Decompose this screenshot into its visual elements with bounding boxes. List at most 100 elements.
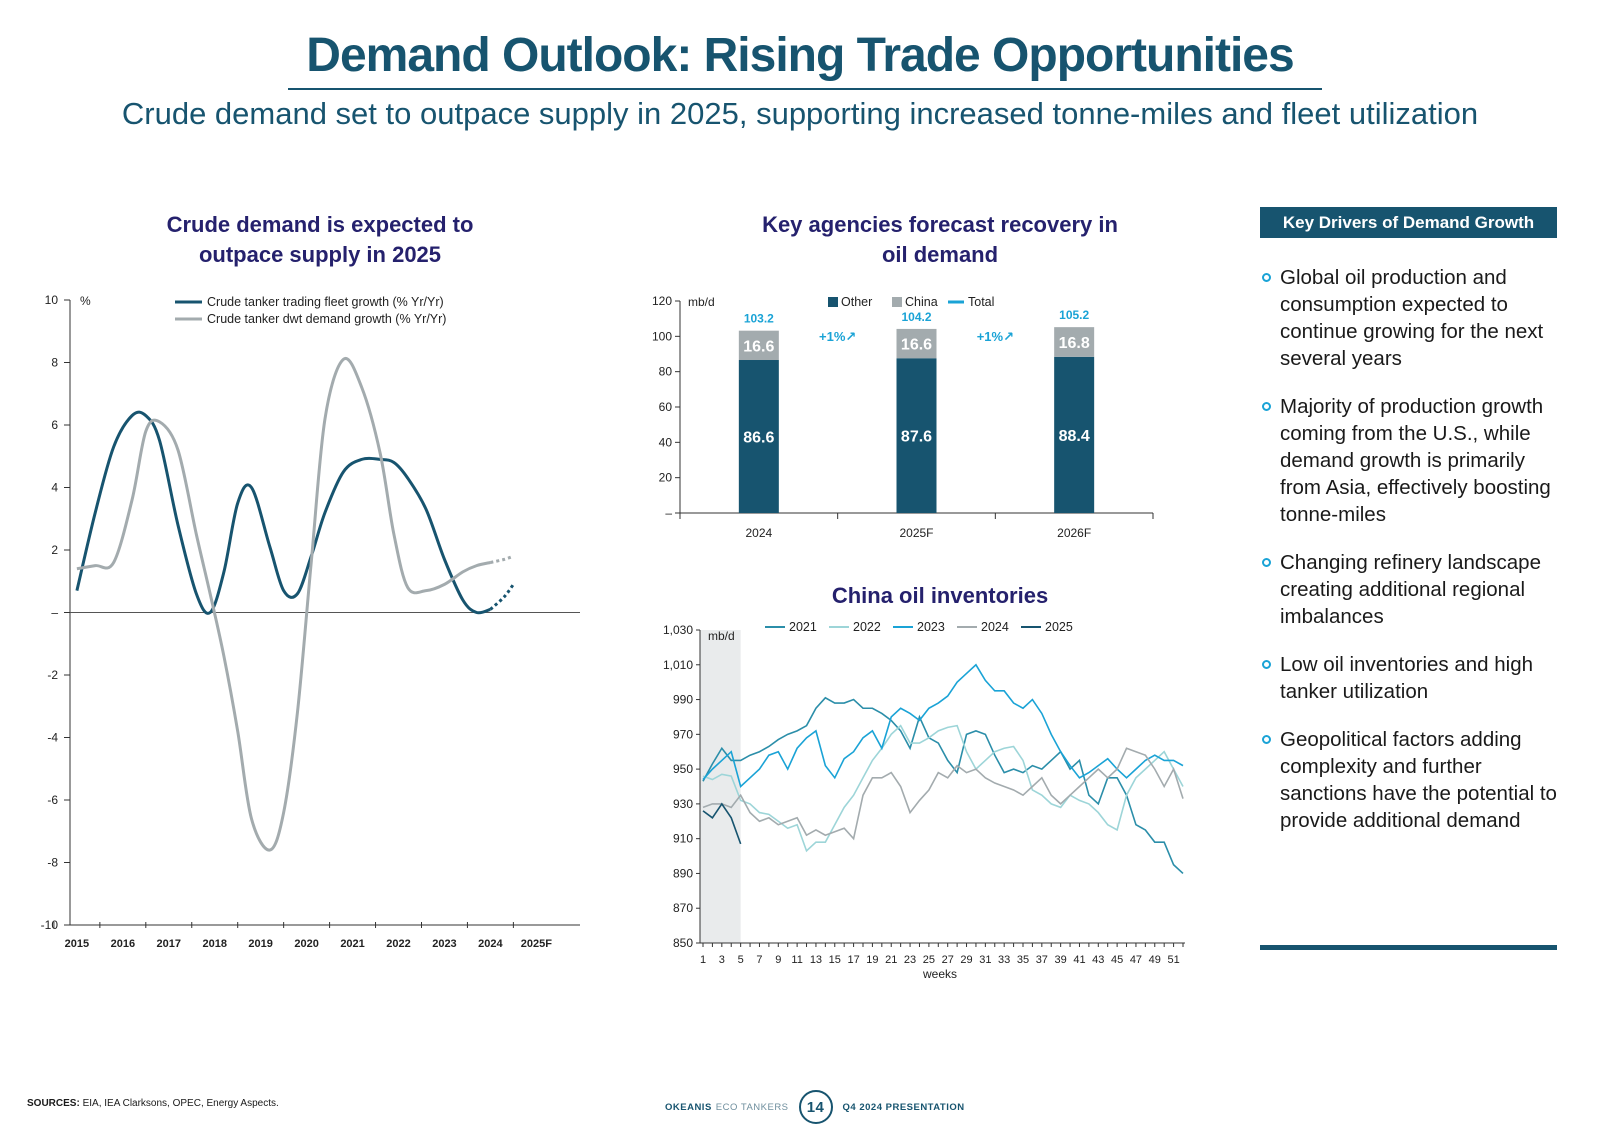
x-tick-label: 29 (960, 954, 972, 966)
bar-china (1054, 327, 1095, 357)
growth-label: +1%↗ (977, 329, 1014, 344)
driver-item: Global oil production and consumption ex… (1262, 264, 1562, 372)
x-tick-label: 3 (719, 954, 725, 966)
x-tick-label: 35 (1017, 954, 1029, 966)
legend-label: Other (841, 295, 872, 309)
x-tick-label: 2020 (294, 938, 318, 950)
chart1-title: Crude demand is expected to outpace supp… (166, 212, 474, 267)
sources-note: SOURCES: EIA, IEA Clarksons, OPEC, Energ… (27, 1098, 279, 1109)
x-tick-label: 2022 (386, 938, 410, 950)
y-tick-label: 120 (652, 295, 672, 308)
x-tick-label: 39 (1055, 954, 1067, 966)
inventory-line-2021 (702, 696, 1184, 875)
y-tick-label: 6 (51, 418, 58, 432)
fleet-vs-demand-chart: 10 8 6 4 2 – -2 -4 -6 -8 -10% 2015 2016 2017 2018 2019 2… (41, 293, 580, 950)
legend-label: Crude tanker dwt demand growth (% Yr/Yr) (207, 312, 446, 326)
x-tick-label: 51 (1167, 954, 1179, 966)
y-tick-label: 970 (673, 727, 693, 741)
title-underline (288, 88, 1322, 90)
legend-label: Crude tanker trading fleet growth (% Yr/… (207, 295, 444, 309)
x-tick-label: 23 (904, 954, 916, 966)
x-tick-label: 2023 (432, 938, 456, 950)
y-tick-label: – (51, 606, 58, 620)
x-tick-label: 19 (866, 954, 878, 966)
y-tick-label: 850 (673, 936, 693, 950)
legend-label: 2024 (981, 620, 1009, 634)
x-tick-label: 2024 (745, 526, 772, 540)
drivers-heading: Key Drivers of Demand Growth (1260, 207, 1557, 238)
x-tick-label: 2018 (202, 938, 226, 950)
legend-swatch (828, 297, 838, 307)
x-tick-label: 47 (1130, 954, 1142, 966)
legend-label: 2022 (853, 620, 881, 634)
bar-other (738, 360, 779, 513)
legend-label: China (905, 295, 938, 309)
y-tick-label: -8 (47, 856, 58, 870)
bar-total-label: 103.2 (744, 312, 774, 326)
y-tick-label: 40 (659, 435, 673, 449)
x-tick-label: 7 (756, 954, 762, 966)
bar-china-label: 16.8 (1059, 335, 1090, 352)
driver-item: Low oil inventories and high tanker util… (1262, 651, 1562, 705)
legend-swatch (892, 297, 902, 307)
bar-other-label: 87.6 (901, 429, 932, 446)
fleet-growth-line (75, 410, 491, 615)
y-tick-label: 990 (673, 693, 693, 707)
x-tick-label: 11 (791, 954, 802, 966)
y-tick-label: 4 (51, 481, 58, 495)
x-tick-label: 21 (885, 954, 897, 966)
x-tick-label: 41 (1073, 954, 1085, 966)
x-tick-label: 2025F (521, 938, 552, 950)
bar-china (738, 330, 779, 361)
y-tick-label: 1,030 (663, 623, 693, 637)
y-tick-label: -10 (41, 918, 59, 932)
y-tick-label: 2 (51, 543, 58, 557)
y-tick-label: 950 (673, 762, 693, 776)
bar-china-label: 16.6 (901, 337, 932, 354)
page-subtitle: Crude demand set to outpace supply in 20… (121, 96, 1479, 131)
x-tick-label: 2021 (340, 938, 364, 950)
y-tick-label: 100 (652, 329, 672, 343)
x-tick-label: 43 (1092, 954, 1104, 966)
bar-other (1054, 356, 1095, 513)
page-number: 14 (798, 1090, 833, 1124)
inventory-line-2022 (702, 724, 1184, 853)
legend-label: 2021 (789, 620, 817, 634)
y-tick-label: 1,010 (663, 658, 693, 672)
driver-item: Changing refinery landscape creating add… (1262, 549, 1562, 630)
x-tick-label: 13 (810, 954, 822, 966)
footer-presentation: Q4 2024 PRESENTATION (842, 1101, 965, 1113)
x-tick-label: 17 (847, 954, 859, 966)
x-axis-title: weeks (922, 967, 957, 981)
x-tick-label: 15 (829, 954, 841, 966)
y-tick-label: -4 (47, 731, 58, 745)
drivers-list: Global oil production and consumption ex… (1262, 264, 1562, 855)
bar-china (896, 328, 937, 359)
demand-growth-forecast (490, 554, 514, 564)
y-tick-label: 910 (673, 832, 693, 846)
x-tick-label: 45 (1111, 954, 1123, 966)
y-tick-label: 930 (673, 797, 693, 811)
x-tick-label: 37 (1036, 954, 1048, 966)
bar-other-label: 88.4 (1059, 428, 1090, 445)
ytd-shade (700, 630, 741, 943)
sources-label: SOURCES: (27, 1098, 80, 1109)
sources-text: EIA, IEA Clarksons, OPEC, Energy Aspects… (82, 1098, 279, 1109)
y-axis-unit: % (80, 294, 91, 308)
x-tick-label: 2026F (1057, 526, 1091, 540)
y-tick-label: 80 (659, 365, 673, 379)
y-tick-label: -2 (47, 668, 58, 682)
footer-brand: OKEANIS ECO TANKERS 14 Q4 2024 PRESENTAT… (665, 1090, 965, 1124)
page-title: Demand Outlook: Rising Trade Opportuniti… (306, 29, 1294, 82)
legend-label: 2023 (917, 620, 945, 634)
y-tick-label: 20 (659, 471, 673, 485)
x-tick-label: 2024 (478, 938, 503, 950)
y-tick-label: 8 (51, 356, 58, 370)
y-tick-label: 870 (673, 901, 693, 915)
x-tick-label: 5 (738, 954, 744, 966)
x-tick-label: 2025F (899, 526, 933, 540)
x-tick-label: 2019 (248, 938, 272, 950)
x-tick-label: 1 (700, 954, 706, 966)
bar-other (896, 358, 937, 513)
bar-total-label: 105.2 (1059, 308, 1089, 322)
